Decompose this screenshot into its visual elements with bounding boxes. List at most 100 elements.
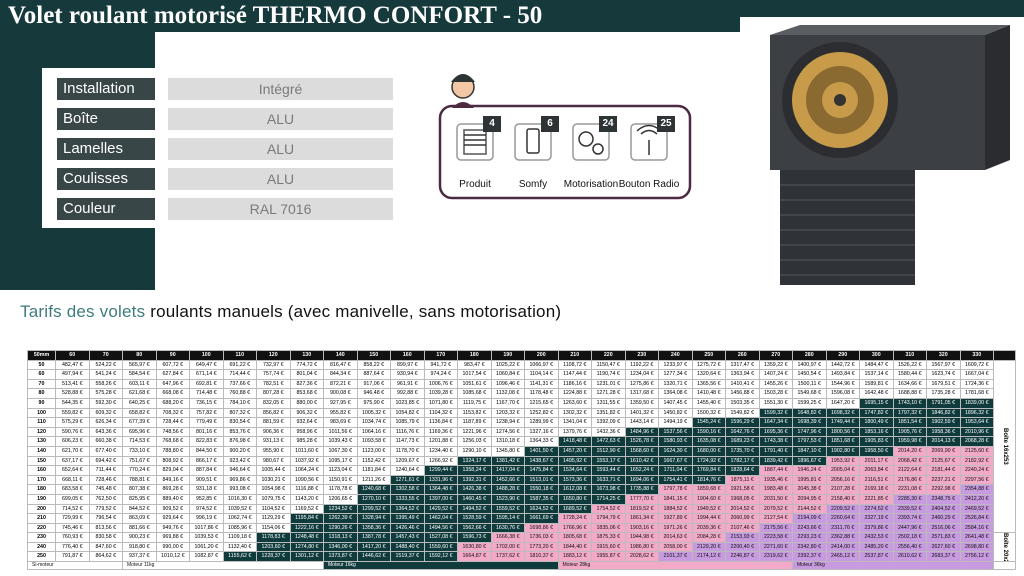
price-cell: 1666,38 €	[490, 532, 525, 543]
price-cell: 1875,33 €	[591, 532, 626, 543]
price-cell: 2342,80 €	[792, 541, 827, 553]
spec-value: ALU	[168, 168, 393, 190]
price-cell: 732,97 €	[256, 359, 291, 371]
price-cell: 1119,75 €	[457, 397, 492, 409]
price-cell: 2556,40 €	[892, 541, 927, 553]
price-cell: 2175,56 €	[758, 522, 793, 534]
width-header: 330	[959, 350, 994, 361]
price-cell: 541,24 €	[88, 369, 123, 380]
width-header: 250	[691, 350, 726, 361]
price-cell: 1550,18 €	[524, 484, 559, 495]
price-cell: 2485,20 €	[859, 541, 894, 553]
price-cell: 2068,42 €	[892, 455, 927, 467]
price-cell: 2182,92 €	[959, 455, 994, 467]
price-cell: 1661,69 €	[524, 513, 559, 524]
price-cell: 1067,30 €	[323, 445, 358, 457]
price-cell: 1896,32 €	[959, 407, 994, 419]
price-cell: 2348,75 €	[926, 493, 961, 505]
price-cell: 1851,54 €	[892, 417, 927, 428]
price-cell: 1209,67 €	[390, 455, 425, 467]
price-cell: 1129,29 €	[256, 513, 291, 524]
price-cell: 2246,87 €	[725, 551, 760, 563]
row-height: 240	[27, 541, 56, 553]
price-cell: 1955,87 €	[591, 551, 626, 563]
price-cell: 2584,16 €	[959, 522, 994, 534]
price-cell: 1039,52 €	[222, 503, 257, 515]
price-cell: 969,88 €	[155, 532, 190, 543]
price-cell: 592,30 €	[88, 397, 123, 409]
price-cell: 770,24 €	[122, 465, 157, 476]
price-cell: 2014,20 €	[892, 445, 927, 457]
feature-icons	[456, 123, 668, 161]
price-cell: 714,44 €	[222, 369, 257, 380]
price-row: 170 668,11 €728,46 €788,81 €849,16 €909,5…	[27, 474, 1016, 486]
price-cell: 1023,85 €	[390, 397, 425, 409]
price-cell: 1064,24 €	[289, 465, 324, 476]
price-cell: 528,88 €	[55, 388, 90, 399]
price-cell: 930,94 €	[390, 369, 425, 380]
price-cell: 2641,48 €	[959, 532, 994, 543]
price-cell: 1328,94 €	[356, 513, 391, 524]
price-cell: 1596,08 €	[825, 388, 860, 399]
price-cell: 2107,28 €	[825, 484, 860, 495]
price-cell: 2354,88 €	[959, 484, 994, 495]
row-height: 230	[27, 532, 56, 543]
price-cell: 683,58 €	[55, 484, 90, 495]
row-height: 250	[27, 551, 56, 563]
price-cell: 1737,62 €	[490, 551, 525, 563]
price-cell: 844,34 €	[323, 369, 358, 380]
price-cell: 1062,74 €	[222, 513, 257, 524]
price-cell: 482,47 €	[55, 359, 90, 371]
spec-value: ALU	[168, 108, 393, 130]
price-cell: 990,00 €	[155, 541, 190, 553]
price-cell: 788,80 €	[155, 445, 190, 457]
price-cell: 649,47 €	[189, 359, 224, 371]
price-cell: 603,11 €	[122, 378, 157, 390]
price-cell: 1534,64 €	[557, 465, 592, 476]
price-cell: 1051,61 €	[457, 378, 492, 390]
price-cell: 1559,52 €	[490, 503, 525, 515]
price-cell: 1460,45 €	[457, 493, 492, 505]
price-cell: 1037,92 €	[289, 455, 324, 467]
price-cell: 900,08 €	[323, 388, 358, 399]
price-cell: 1311,55 €	[591, 397, 626, 409]
price-cell: 1143,20 €	[289, 493, 324, 505]
price-cell: 807,32 €	[222, 407, 257, 419]
legend-item: Moteur 28kg	[557, 561, 793, 571]
price-cell: 1010,12 €	[155, 551, 190, 563]
price-cell: 729,99 €	[55, 513, 90, 524]
row-height: 80	[27, 388, 56, 399]
price-cell: 1169,36 €	[423, 426, 458, 438]
price-cell: 1797,53 €	[792, 436, 827, 447]
price-cell: 1883,12 €	[557, 551, 592, 563]
price-cell: 677,40 €	[88, 445, 123, 457]
row-height: 70	[27, 378, 56, 390]
price-cell: 1317,47 €	[725, 359, 760, 371]
price-cell: 1971,26 €	[658, 522, 693, 534]
price-cell: 1568,60 €	[624, 445, 659, 457]
price-cell: 1735,28 €	[926, 388, 961, 399]
feature-label: Produit	[459, 179, 491, 190]
price-cell: 558,26 €	[88, 378, 123, 390]
price-cell: 609,32 €	[88, 407, 123, 419]
price-cell: 1006,76 €	[423, 378, 458, 390]
price-cell: 1301,12 €	[289, 551, 324, 563]
price-cell: 640,25 €	[122, 397, 157, 409]
price-cell: 1580,44 €	[892, 369, 927, 380]
price-cell: 779,52 €	[88, 503, 123, 515]
price-cell: 1407,45 €	[658, 397, 693, 409]
price-cell: 2176,86 €	[892, 474, 927, 486]
price-cell: 1290,10 €	[457, 445, 492, 457]
price-cell: 2079,52 €	[758, 503, 793, 515]
price-cell: 1800,56 €	[825, 426, 860, 438]
width-header: 70	[88, 350, 123, 361]
price-cell: 637,17 €	[55, 455, 90, 467]
price-cell: 1231,01 €	[591, 378, 626, 390]
price-cell: 2393,74 €	[892, 513, 927, 524]
price-cell: 980,67 €	[256, 455, 291, 467]
price-cell: 1689,52 €	[557, 503, 592, 515]
price-cell: 1647,20 €	[825, 397, 860, 409]
width-header: 290	[825, 350, 860, 361]
price-cell: 1610,42 €	[624, 455, 659, 467]
price-cell: 2627,60 €	[926, 541, 961, 553]
